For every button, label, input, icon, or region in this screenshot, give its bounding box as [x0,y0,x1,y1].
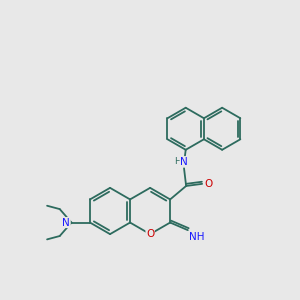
Text: O: O [146,229,154,239]
Text: O: O [205,179,213,189]
Text: H: H [174,157,181,166]
Text: N: N [62,218,70,228]
Text: NH: NH [190,232,205,242]
Text: N: N [180,157,188,166]
